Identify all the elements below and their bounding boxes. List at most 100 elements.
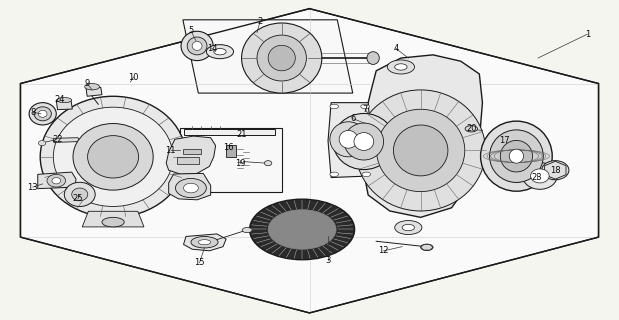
Text: 18: 18: [550, 166, 561, 175]
Ellipse shape: [57, 98, 72, 103]
Ellipse shape: [542, 161, 569, 180]
Text: 10: 10: [128, 73, 139, 82]
Text: 5: 5: [188, 27, 194, 36]
Ellipse shape: [38, 110, 47, 117]
Text: 17: 17: [499, 136, 509, 145]
Ellipse shape: [85, 84, 100, 90]
Ellipse shape: [38, 140, 46, 146]
Ellipse shape: [183, 183, 198, 193]
Ellipse shape: [40, 96, 186, 217]
Text: 1: 1: [585, 30, 590, 39]
Ellipse shape: [52, 178, 61, 184]
Bar: [177, 157, 199, 164]
Polygon shape: [328, 103, 371, 178]
Ellipse shape: [421, 244, 433, 251]
Ellipse shape: [500, 140, 532, 172]
Ellipse shape: [198, 240, 210, 245]
Text: 11: 11: [165, 146, 176, 155]
Text: 9: 9: [85, 79, 90, 88]
Text: 4: 4: [393, 44, 399, 53]
Ellipse shape: [181, 31, 213, 60]
Ellipse shape: [394, 125, 448, 176]
Ellipse shape: [73, 124, 153, 190]
Ellipse shape: [214, 49, 226, 55]
Ellipse shape: [241, 23, 322, 93]
Ellipse shape: [102, 217, 124, 227]
Ellipse shape: [257, 35, 306, 81]
Ellipse shape: [490, 130, 543, 182]
Ellipse shape: [191, 236, 218, 248]
Ellipse shape: [530, 169, 549, 183]
Text: 7: 7: [362, 105, 368, 114]
Ellipse shape: [402, 224, 415, 231]
Polygon shape: [421, 244, 433, 250]
Ellipse shape: [268, 210, 336, 249]
Ellipse shape: [367, 52, 379, 64]
Text: 19: 19: [235, 159, 246, 168]
Ellipse shape: [522, 163, 557, 189]
Text: 25: 25: [72, 194, 83, 204]
Text: 21: 21: [236, 130, 247, 139]
Polygon shape: [20, 9, 599, 313]
Polygon shape: [169, 173, 210, 200]
Polygon shape: [38, 172, 76, 189]
Ellipse shape: [29, 103, 56, 125]
Ellipse shape: [361, 104, 370, 109]
Ellipse shape: [242, 228, 252, 233]
Ellipse shape: [465, 125, 477, 132]
Ellipse shape: [480, 121, 552, 191]
Text: 12: 12: [378, 246, 389, 255]
Text: 6: 6: [350, 114, 355, 123]
Ellipse shape: [376, 109, 465, 192]
Ellipse shape: [268, 45, 295, 71]
Polygon shape: [545, 161, 566, 179]
Ellipse shape: [339, 130, 358, 148]
Polygon shape: [167, 136, 215, 174]
Text: 2: 2: [258, 17, 262, 26]
Ellipse shape: [72, 188, 88, 201]
Polygon shape: [180, 128, 282, 192]
Ellipse shape: [47, 174, 66, 187]
Ellipse shape: [88, 136, 139, 178]
Ellipse shape: [34, 107, 51, 121]
Polygon shape: [82, 211, 144, 227]
Ellipse shape: [187, 37, 207, 55]
Ellipse shape: [395, 220, 422, 235]
Ellipse shape: [509, 149, 524, 163]
Ellipse shape: [333, 114, 395, 170]
Text: 23: 23: [532, 173, 542, 182]
Text: 20: 20: [467, 124, 477, 132]
Ellipse shape: [53, 107, 173, 206]
Ellipse shape: [330, 122, 367, 157]
Text: 24: 24: [54, 95, 65, 104]
Ellipse shape: [387, 60, 415, 74]
Text: 15: 15: [194, 258, 205, 267]
Text: 16: 16: [223, 143, 233, 152]
Bar: [183, 129, 275, 135]
Ellipse shape: [64, 182, 95, 206]
Polygon shape: [53, 138, 80, 142]
Ellipse shape: [330, 172, 339, 177]
Bar: [183, 148, 201, 154]
Ellipse shape: [206, 45, 233, 59]
Polygon shape: [56, 100, 72, 110]
Polygon shape: [362, 55, 482, 217]
Ellipse shape: [395, 64, 407, 70]
Text: 3: 3: [326, 256, 331, 265]
Ellipse shape: [192, 42, 202, 50]
Polygon shape: [183, 20, 353, 93]
Polygon shape: [86, 87, 102, 96]
Ellipse shape: [249, 199, 355, 260]
Text: 8: 8: [30, 108, 35, 117]
Bar: [226, 145, 236, 157]
Text: 14: 14: [207, 44, 217, 53]
Ellipse shape: [354, 132, 374, 150]
Text: 13: 13: [27, 183, 38, 192]
Ellipse shape: [264, 161, 272, 166]
Ellipse shape: [330, 104, 339, 109]
Ellipse shape: [175, 179, 206, 197]
Polygon shape: [183, 234, 226, 251]
Ellipse shape: [344, 123, 384, 160]
Ellipse shape: [362, 172, 371, 177]
Text: 22: 22: [52, 135, 63, 144]
